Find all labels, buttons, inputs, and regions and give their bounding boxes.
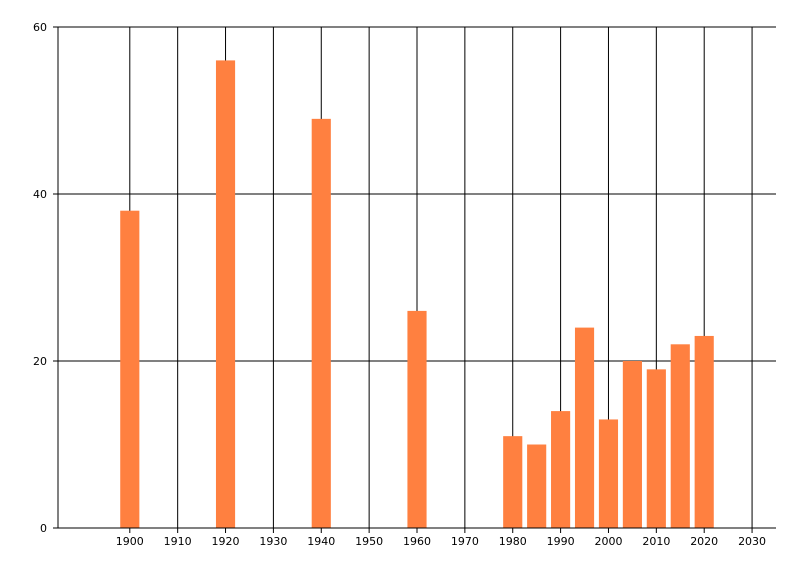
y-tick-label: 40 — [33, 188, 47, 201]
x-tick-label: 1940 — [307, 535, 335, 548]
x-tick-label: 2000 — [594, 535, 622, 548]
x-tick-label: 1920 — [212, 535, 240, 548]
bar-1940 — [311, 118, 331, 528]
bar-2010 — [646, 369, 666, 528]
bar-1990 — [551, 411, 571, 528]
x-tick-label: 1930 — [259, 535, 287, 548]
x-tick-label: 2030 — [738, 535, 766, 548]
x-tick-label: 1990 — [547, 535, 575, 548]
bar-1980 — [503, 436, 523, 528]
bar-1960 — [407, 310, 427, 528]
x-tick-label: 1910 — [164, 535, 192, 548]
y-axis-ticks: 0 20 40 60 — [33, 21, 58, 535]
y-tick-label: 20 — [33, 355, 47, 368]
x-tick-label: 2020 — [690, 535, 718, 548]
y-tick-label: 60 — [33, 21, 47, 34]
bar-1920 — [215, 60, 236, 529]
x-tick-label: 1950 — [355, 535, 383, 548]
bar-2000 — [598, 419, 619, 528]
y-tick-label: 0 — [40, 522, 47, 535]
bar-1900 — [120, 210, 140, 528]
bar-1995 — [574, 327, 595, 528]
x-tick-label: 1980 — [499, 535, 527, 548]
bar-2005 — [622, 361, 642, 528]
bar-2015 — [670, 344, 690, 528]
x-tick-label: 2010 — [642, 535, 670, 548]
x-axis-ticks: 1900 1910 1920 1930 1940 1950 1960 1970 1980 1990… — [116, 528, 766, 548]
bar-2020 — [694, 335, 714, 528]
x-tick-label: 1970 — [451, 535, 479, 548]
bar-1985 — [527, 444, 547, 528]
x-tick-label: 1960 — [403, 535, 431, 548]
x-tick-label: 1900 — [116, 535, 144, 548]
bar-series — [120, 60, 714, 529]
